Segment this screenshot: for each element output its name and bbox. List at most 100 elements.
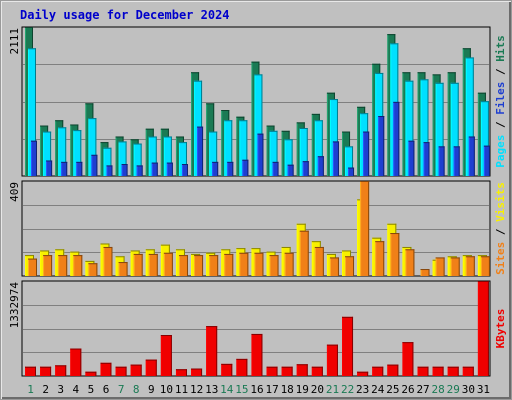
- right-label-hits: Hits: [494, 35, 507, 62]
- bar-pages-23: [363, 131, 370, 176]
- bar-files-20: [314, 120, 323, 176]
- right-label-kbytes: KBytes: [494, 309, 507, 349]
- bar-sites-7: [118, 262, 128, 276]
- bar-kbytes-15: [236, 358, 248, 376]
- bar-files-26: [405, 80, 414, 176]
- x-tick-label-14: 14: [220, 383, 234, 396]
- bar-sites-16: [254, 252, 264, 276]
- bar-kbytes-3: [55, 365, 67, 376]
- bar-files-5: [88, 118, 97, 176]
- x-tick-label-13: 13: [205, 383, 218, 396]
- bar-kbytes-22: [342, 316, 354, 376]
- bar-files-30: [465, 57, 474, 176]
- x-tick-label-3: 3: [57, 383, 64, 396]
- right-label-hits-files-pages: Pages / Files / Hits: [494, 35, 507, 168]
- bar-sites-31: [480, 256, 490, 276]
- bar-kbytes-4: [70, 348, 82, 376]
- bar-pages-31: [483, 145, 490, 176]
- bar-pages-4: [76, 161, 83, 176]
- bar-files-9: [148, 136, 157, 176]
- bar-pages-30: [468, 136, 475, 176]
- x-tick-label-18: 18: [281, 383, 294, 396]
- x-tick-label-15: 15: [235, 383, 248, 396]
- bar-files-19: [299, 128, 308, 176]
- bar-pages-22: [348, 167, 355, 176]
- bar-pages-28: [438, 146, 445, 176]
- bar-pages-16: [257, 133, 264, 176]
- bar-pages-18: [287, 164, 294, 176]
- bar-sites-27: [420, 269, 430, 276]
- bar-sites-22: [345, 256, 355, 276]
- bar-files-27: [420, 79, 429, 176]
- bar-files-7: [118, 141, 127, 176]
- bar-sites-9: [148, 253, 158, 276]
- bar-kbytes-6: [100, 362, 112, 376]
- bar-pages-26: [408, 140, 415, 176]
- bar-kbytes-16: [251, 333, 263, 376]
- bar-files-18: [284, 139, 293, 176]
- x-tick-label-8: 8: [133, 383, 140, 396]
- x-tick-label-24: 24: [371, 383, 385, 396]
- bar-sites-6: [103, 246, 113, 276]
- bar-files-14: [224, 120, 233, 176]
- bar-files-31: [480, 101, 489, 176]
- bar-pages-3: [61, 161, 68, 176]
- bar-sites-4: [73, 255, 83, 276]
- x-tick-label-26: 26: [401, 383, 414, 396]
- bar-pages-9: [151, 162, 158, 176]
- x-tick-label-1: 1: [27, 383, 34, 396]
- ymax-label-visits-sites: 409: [8, 182, 21, 202]
- bar-kbytes-25: [387, 364, 399, 376]
- bar-pages-15: [242, 159, 249, 176]
- bar-sites-3: [58, 255, 68, 276]
- x-tick-label-30: 30: [462, 383, 475, 396]
- x-tick-label-27: 27: [416, 383, 429, 396]
- right-label-separator: /: [494, 62, 507, 82]
- bar-kbytes-2: [40, 366, 52, 376]
- right-label-pages: Pages: [494, 135, 507, 168]
- bar-kbytes-20: [311, 366, 323, 376]
- bar-kbytes-23: [357, 371, 369, 376]
- bar-files-10: [163, 136, 172, 176]
- bar-files-29: [450, 82, 459, 176]
- bar-pages-8: [136, 165, 143, 176]
- bar-sites-18: [284, 252, 294, 276]
- bar-files-4: [73, 130, 82, 176]
- bar-kbytes-17: [266, 366, 278, 376]
- bar-pages-2: [46, 160, 53, 176]
- bar-sites-11: [178, 255, 188, 276]
- bar-sites-13: [209, 255, 219, 276]
- bar-files-13: [209, 131, 218, 176]
- bar-files-2: [43, 131, 52, 176]
- bar-files-1: [28, 48, 36, 177]
- bar-sites-23: [360, 181, 370, 276]
- bar-kbytes-10: [160, 335, 172, 376]
- bar-pages-7: [121, 164, 128, 176]
- x-tick-label-22: 22: [341, 383, 354, 396]
- bar-pages-29: [453, 146, 460, 176]
- bar-files-17: [269, 130, 278, 176]
- bar-sites-14: [224, 253, 234, 276]
- x-tick-label-11: 11: [175, 383, 188, 396]
- bar-kbytes-14: [221, 363, 233, 376]
- bar-sites-2: [43, 255, 53, 276]
- bar-pages-12: [197, 126, 204, 176]
- bar-kbytes-28: [432, 366, 444, 376]
- bar-sites-25: [390, 233, 400, 276]
- x-tick-label-31: 31: [477, 383, 490, 396]
- bar-files-15: [239, 120, 248, 176]
- x-tick-label-4: 4: [73, 383, 80, 396]
- x-tick-label-29: 29: [447, 383, 460, 396]
- x-tick-label-17: 17: [265, 383, 278, 396]
- bar-files-3: [58, 127, 67, 176]
- bar-pages-25: [393, 101, 400, 176]
- bar-kbytes-9: [145, 359, 157, 376]
- bar-sites-20: [314, 246, 324, 276]
- x-tick-label-12: 12: [190, 383, 203, 396]
- bar-sites-1: [28, 258, 37, 276]
- bar-files-22: [345, 146, 354, 176]
- bar-kbytes-30: [462, 366, 474, 376]
- ymax-label-kbytes: 1332974: [8, 282, 21, 329]
- bar-kbytes-1: [25, 366, 36, 376]
